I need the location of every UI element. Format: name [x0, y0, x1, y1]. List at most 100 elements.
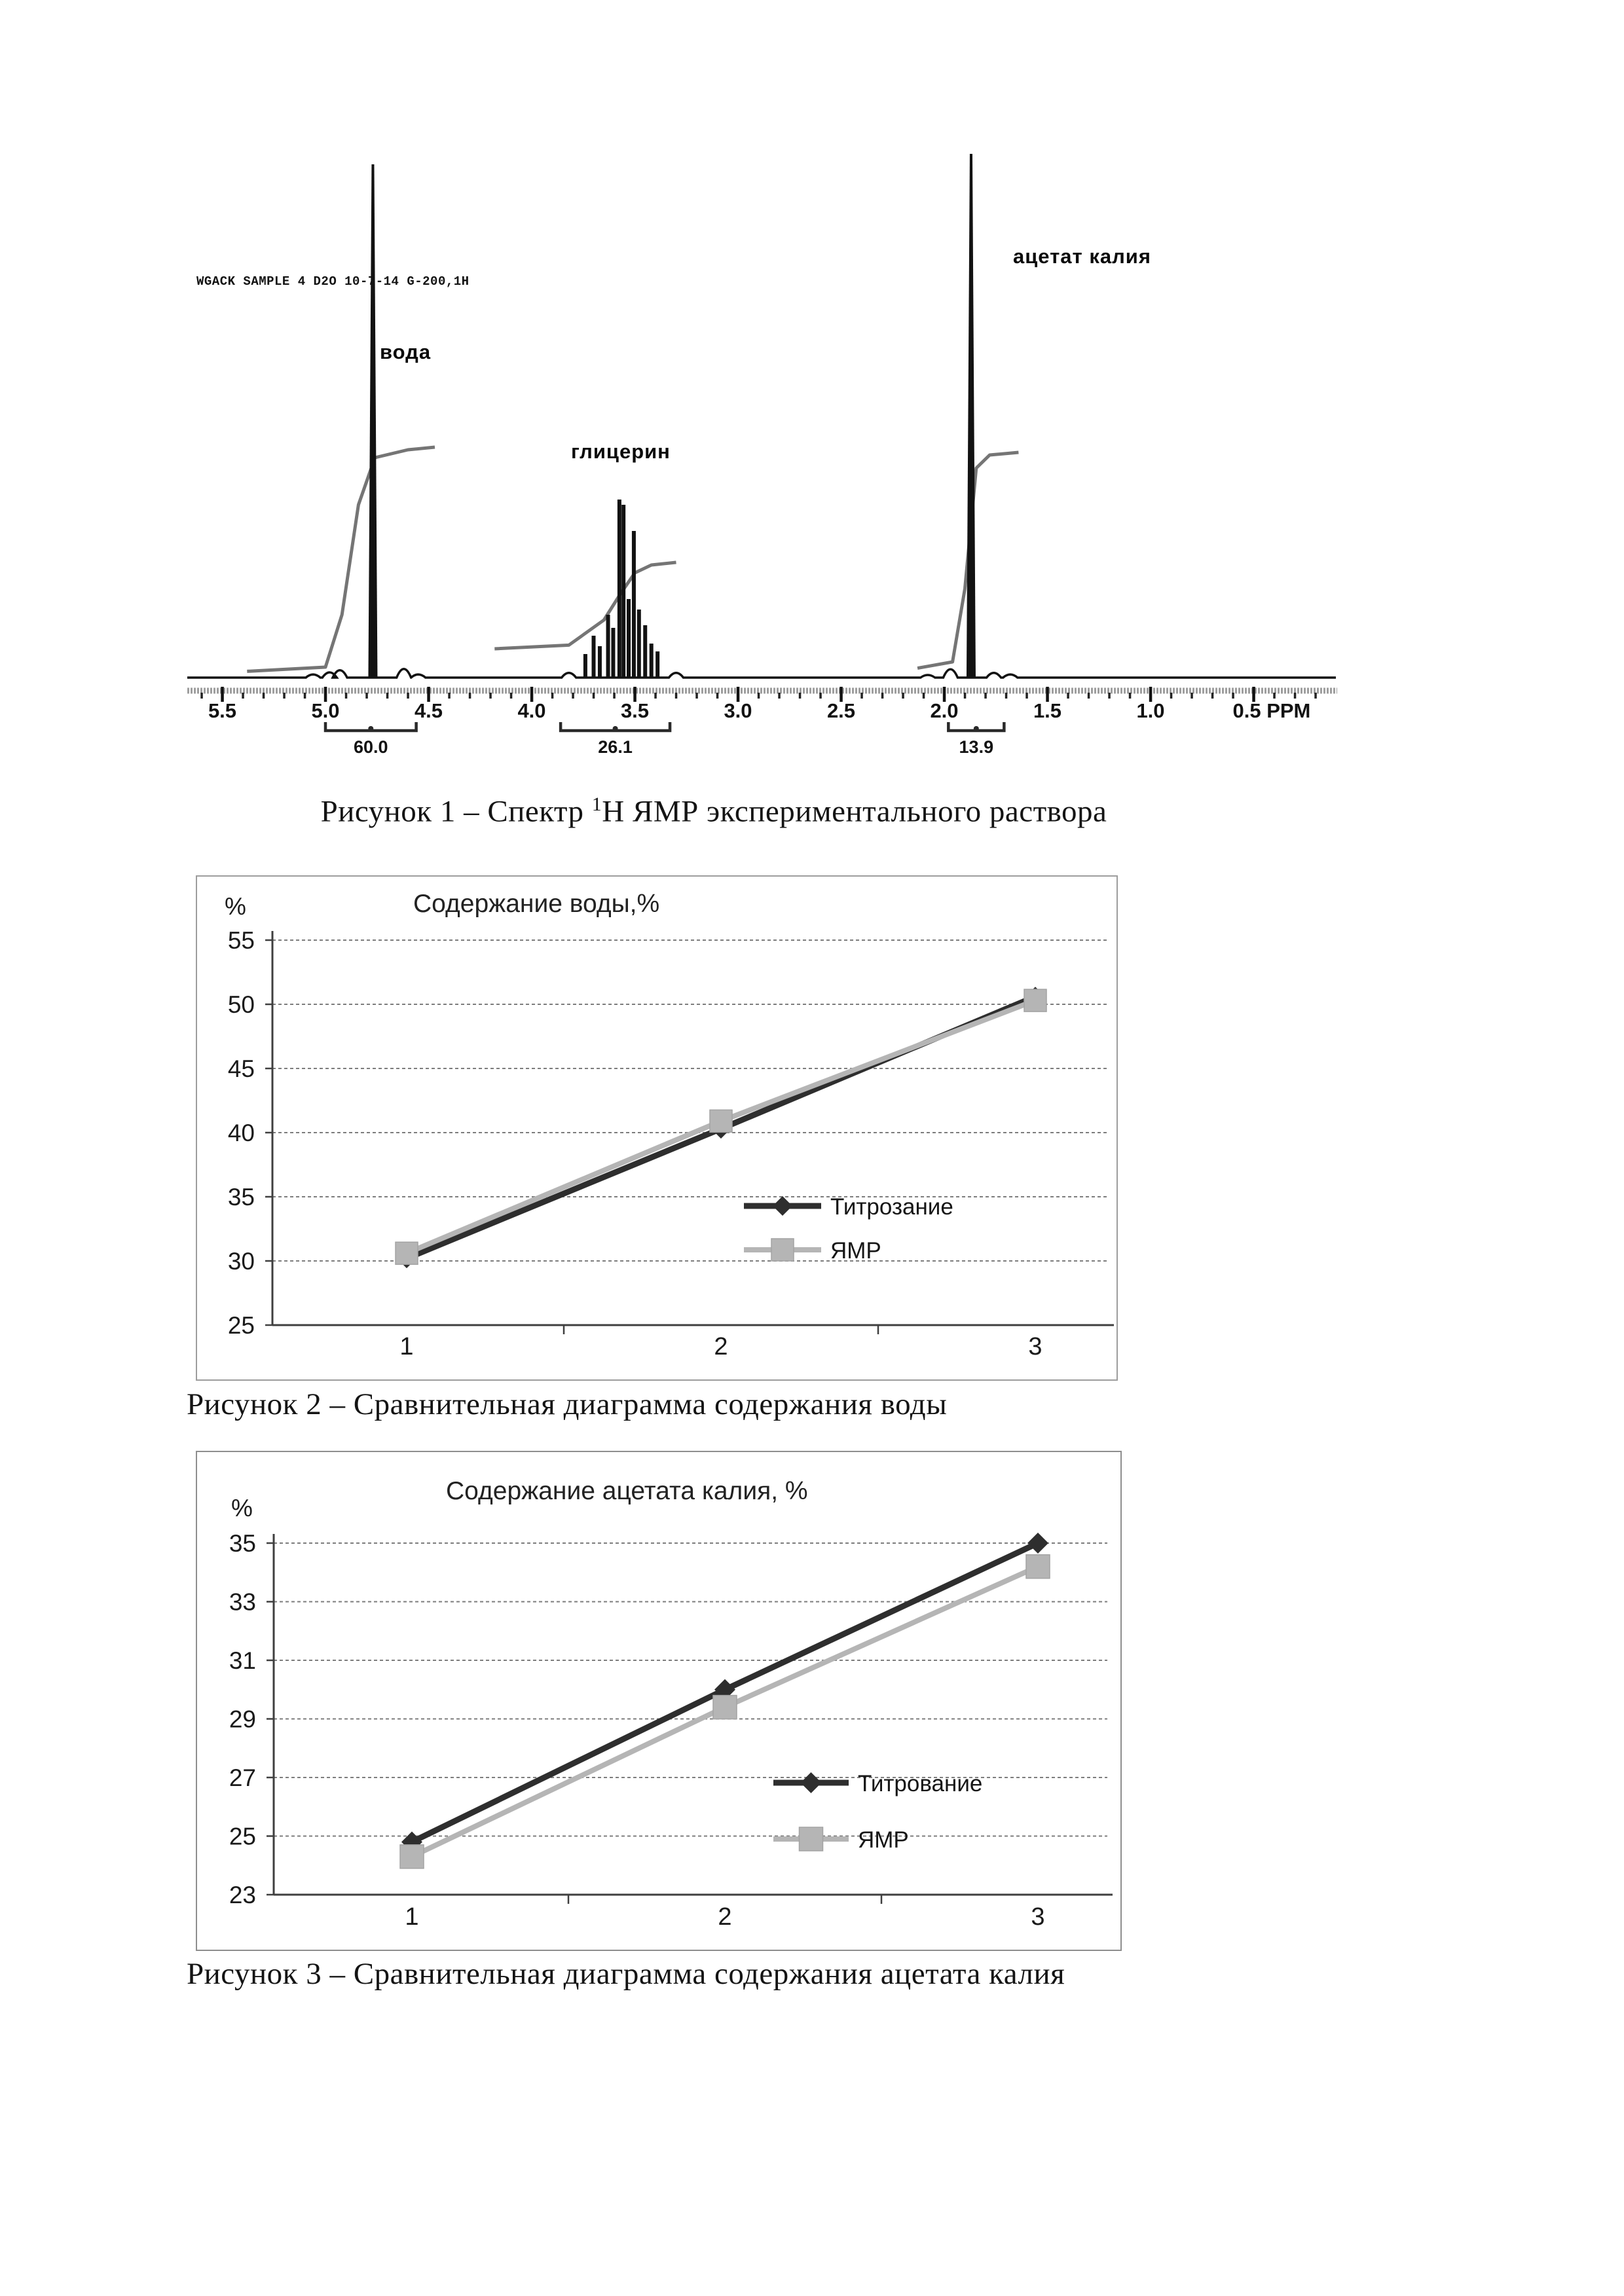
y-axis-tick-label: 45: [228, 1055, 255, 1082]
legend-item-Титрование: Титрование: [773, 1771, 982, 1796]
x-axis-minor-tick: [592, 693, 595, 699]
peak-line: [368, 164, 378, 678]
x-axis-tick-label: 1.0: [1136, 699, 1164, 722]
y-axis-tick-label: 35: [228, 1184, 255, 1211]
y-axis-tick-label: 23: [229, 1882, 256, 1908]
x-axis-minor-tick: [1128, 693, 1132, 699]
x-axis-major-tick: [1046, 687, 1049, 702]
x-axis-major-tick: [1149, 687, 1153, 702]
y-axis-tick-label: 50: [228, 991, 255, 1018]
series-marker-square: [712, 1694, 737, 1720]
x-axis-tick-label: 3.0: [724, 699, 752, 722]
x-axis-minor-tick: [344, 693, 348, 699]
x-axis-minor-tick: [200, 693, 203, 699]
x-axis-minor-tick: [509, 693, 513, 699]
series-Титрование: [401, 1533, 1048, 1853]
x-axis-minor-tick: [1314, 693, 1317, 699]
x-axis-major-tick: [633, 687, 637, 702]
peak-annotation-label: ацетат калия: [1013, 245, 1151, 268]
series-marker-square: [399, 1844, 424, 1869]
legend-item-ЯМР: ЯМР: [744, 1238, 881, 1264]
integral-value-label: 60.0: [354, 737, 388, 757]
x-axis-minor-tick: [902, 693, 904, 699]
y-axis-tick-label: 30: [228, 1248, 255, 1275]
x-axis-tick-label: 5.5: [208, 699, 236, 722]
x-axis-minor-tick: [860, 693, 863, 699]
acetate-content-chart: %Содержание ацетата калия, %232527293133…: [229, 1477, 1113, 1931]
y-axis-tick-label: 55: [228, 927, 255, 954]
x-axis-minor-tick: [963, 693, 967, 699]
x-axis-tick-label: 2.5: [827, 699, 855, 722]
x-axis-major-tick: [942, 687, 946, 702]
spectrum-baseline: [187, 668, 1336, 679]
series-marker-diamond: [1027, 1533, 1048, 1554]
spectrum-header-text: WGACK SAMPLE 4 D2O 10-7-14 G-200,1H: [196, 274, 470, 289]
x-axis-tick-label: 3.5: [621, 699, 649, 722]
y-axis-unit-label: %: [225, 893, 246, 920]
x-axis-tick-label: 4.0: [517, 699, 545, 722]
integral-bracket-dot: [612, 726, 618, 731]
x-axis-minor-tick: [1025, 693, 1028, 699]
x-axis-minor-tick: [984, 693, 987, 699]
y-axis-tick-label: 35: [229, 1530, 256, 1557]
x-axis-major-tick: [736, 687, 740, 702]
series-marker-square: [1024, 989, 1047, 1012]
x-axis-major-tick: [427, 687, 430, 702]
nmr-spectrum-figure: WGACK SAMPLE 4 D2O 10-7-14 G-200,1H 5.5 5.…: [187, 154, 1337, 757]
integral-bracket-dot: [973, 726, 979, 731]
x-axis-minor-tick: [572, 693, 574, 699]
x-axis-minor-tick: [778, 693, 781, 699]
x-axis-minor-tick: [468, 693, 471, 699]
x-axis-minor-tick: [551, 693, 554, 699]
x-axis-category-label: 2: [718, 1903, 731, 1931]
x-axis-minor-tick: [303, 693, 306, 699]
x-axis-major-tick: [221, 687, 224, 702]
y-axis-tick-label: 27: [229, 1764, 256, 1791]
x-axis-category-label: 2: [714, 1333, 728, 1360]
integral-trace-segment-0: [247, 445, 435, 673]
x-axis-minor-tick: [386, 693, 389, 699]
series-marker-square: [798, 1827, 824, 1851]
series-marker-square: [771, 1238, 794, 1262]
figure2-caption: Рисунок 2 – Сравнительная диаграмма соде…: [187, 1387, 948, 1421]
x-axis-minor-tick: [757, 693, 760, 699]
x-axis-minor-tick: [674, 693, 678, 699]
legend-item-Титрозание: Титрозание: [744, 1194, 953, 1220]
x-axis-minor-tick: [448, 693, 451, 699]
figure1-caption-prefix: Рисунок 1 – Спектр: [320, 794, 592, 829]
x-axis-category-label: 3: [1031, 1903, 1044, 1931]
x-axis-minor-tick: [407, 693, 409, 699]
x-axis-minor-tick: [695, 693, 698, 699]
x-axis-category-label: 1: [399, 1333, 413, 1360]
legend-label: ЯМР: [830, 1238, 881, 1264]
x-axis-minor-tick: [1108, 693, 1111, 699]
y-axis-unit-label: %: [231, 1495, 253, 1522]
legend-item-ЯМР: ЯМР: [773, 1827, 909, 1853]
x-axis-tick-label: 5.0: [311, 699, 339, 722]
y-axis-tick-label: 40: [228, 1120, 255, 1146]
chart-title: Содержание воды,%: [413, 890, 659, 918]
y-axis-tick-label: 29: [229, 1706, 256, 1733]
x-axis-category-label: 3: [1028, 1333, 1042, 1360]
series-ЯМР: [399, 1554, 1050, 1869]
series-marker-diamond: [800, 1772, 822, 1793]
y-axis-tick-label: 33: [229, 1589, 256, 1616]
x-axis-minor-tick: [716, 693, 719, 699]
x-axis-minor-tick: [613, 693, 616, 699]
x-axis-minor-tick: [1293, 693, 1297, 699]
x-axis-minor-tick: [262, 693, 265, 699]
series-marker-square: [395, 1241, 418, 1265]
x-axis-minor-tick: [1170, 693, 1173, 699]
legend-label: ЯМР: [858, 1827, 909, 1853]
series-marker-square: [709, 1109, 733, 1133]
series-marker-diamond: [714, 1679, 735, 1700]
x-axis-minor-tick: [489, 693, 492, 699]
x-axis-minor-tick: [1232, 693, 1234, 699]
peak-annotation-label: вода: [380, 340, 431, 363]
y-axis-tick-label: 25: [229, 1823, 256, 1850]
x-axis-minor-tick: [922, 693, 925, 699]
integral-value-label: 13.9: [959, 737, 994, 757]
figure1-caption: Рисунок 1 – Спектр 1H ЯМР эксперименталь…: [249, 793, 1179, 829]
figure1-caption-superscript: 1: [591, 793, 602, 815]
